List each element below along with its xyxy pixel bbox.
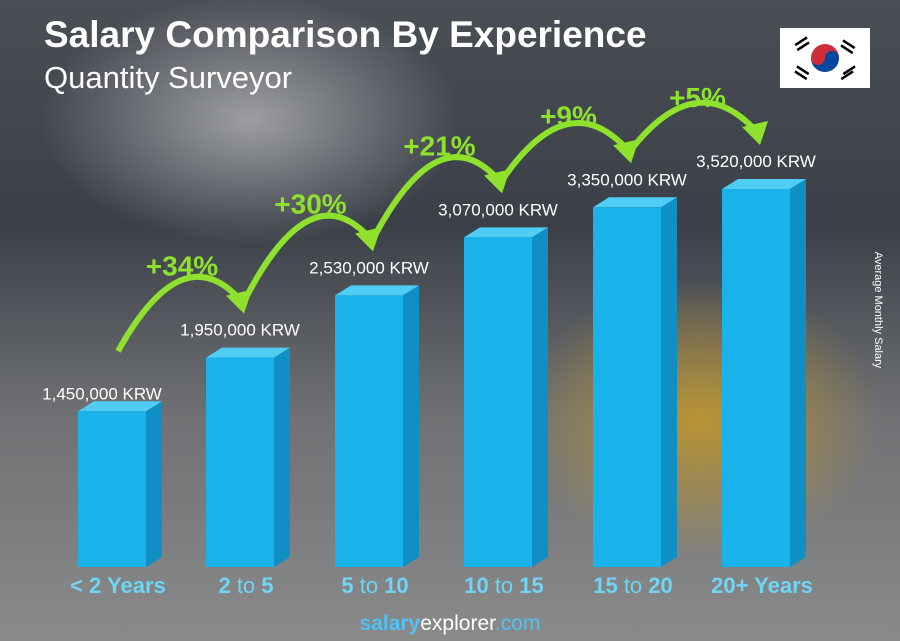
- bar: [722, 189, 790, 567]
- bar-top: [464, 227, 548, 238]
- increase-arrow: [243, 212, 372, 299]
- category-label: 10 to 15: [464, 573, 544, 598]
- value-label: 1,450,000 KRW: [42, 384, 162, 403]
- bar: [593, 207, 661, 567]
- bar-top: [206, 347, 290, 358]
- bar-top: [593, 197, 677, 208]
- footer-brand[interactable]: salaryexplorer.com: [0, 612, 900, 636]
- bar-side: [661, 197, 677, 567]
- increase-arrow: [501, 120, 630, 180]
- increase-arrow: [115, 273, 243, 353]
- bar-top: [335, 285, 419, 296]
- increase-label: +9%: [540, 100, 597, 131]
- brand-explorer: explorer: [420, 612, 495, 635]
- bar-top: [722, 179, 806, 189]
- increase-label: +21%: [403, 130, 475, 161]
- value-label: 3,520,000 KRW: [696, 152, 816, 171]
- category-label: 15 to 20: [593, 573, 673, 598]
- category-label: 5 to 10: [341, 573, 408, 598]
- bar: [78, 411, 146, 567]
- bar-side: [790, 179, 806, 567]
- category-label: < 2 Years: [70, 573, 166, 598]
- increase-label: +34%: [146, 251, 218, 282]
- bar-top: [78, 401, 162, 412]
- bar-side: [274, 347, 290, 567]
- bar: [206, 357, 274, 567]
- category-label: 20+ Years: [711, 573, 813, 598]
- south-korea-flag-icon: [780, 28, 870, 88]
- arrow-head-icon: [742, 121, 768, 145]
- category-label: 2 to 5: [218, 573, 273, 598]
- value-label: 3,070,000 KRW: [438, 200, 558, 219]
- increase-arrow: [372, 154, 501, 237]
- increase-label: +5%: [669, 82, 726, 113]
- bar-side: [403, 285, 419, 567]
- page-title: Salary Comparison By Experience: [44, 14, 647, 55]
- increase-arrow: [630, 99, 759, 150]
- value-label: 2,530,000 KRW: [309, 258, 429, 277]
- increase-label: +30%: [274, 188, 346, 219]
- bar-side: [146, 401, 162, 567]
- bar: [335, 295, 403, 567]
- value-label: 1,950,000 KRW: [180, 321, 300, 340]
- value-label: 3,350,000 KRW: [567, 170, 687, 189]
- bar-side: [532, 227, 548, 568]
- page-subtitle: Quantity Surveyor: [44, 60, 293, 95]
- brand-salary: salary: [359, 612, 421, 635]
- brand-tld: .com: [494, 612, 541, 635]
- bar: [464, 237, 532, 568]
